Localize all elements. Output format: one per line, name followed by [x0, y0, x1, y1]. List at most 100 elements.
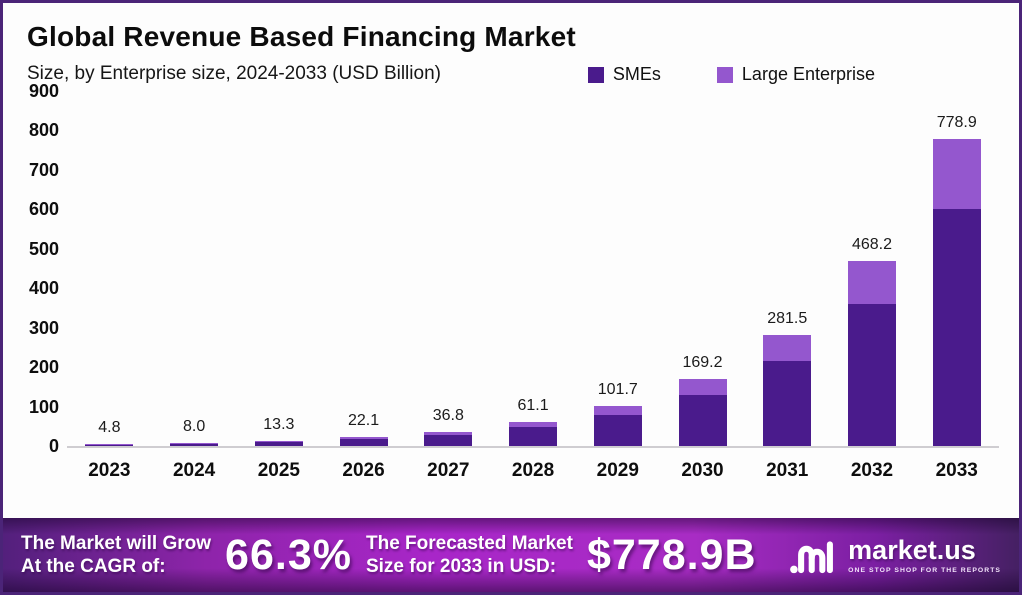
y-tick-0: 0 — [48, 436, 59, 456]
x-label-2031: 2031 — [766, 460, 809, 481]
logo-tagline: ONE STOP SHOP FOR THE REPORTS — [848, 566, 1001, 574]
plot-area: 4.8 8.0 13.3 22.1 36.8 61.1 101.7 169.2 281.5 468… — [67, 91, 999, 448]
stacked-bar-2033 — [932, 138, 981, 446]
y-tick-300: 300 — [28, 317, 59, 338]
cagr-label: The Market will Grow At the CAGR of: — [21, 532, 211, 578]
chart-subtitle: Size, by Enterprise size, 2024-2033 (USD… — [27, 63, 441, 84]
smes-segment — [170, 443, 219, 446]
x-label-2024: 2024 — [172, 460, 216, 481]
bar-total-label: 778.9 — [936, 113, 977, 131]
bar-group-2033: 778.9 — [914, 113, 999, 446]
bar-group-2028: 61.1 — [491, 396, 576, 446]
x-label-2028: 2028 — [511, 460, 555, 481]
stacked-bar-2024 — [170, 442, 219, 446]
x-label-2030: 2030 — [681, 460, 724, 481]
y-axis: 0 100 200 300 400 500 600 700 800 900 — [9, 82, 67, 455]
bar-group-2025: 13.3 — [236, 415, 321, 446]
stacked-bar-2023 — [85, 444, 134, 446]
chart-legend: SMEs Large Enterprise — [587, 64, 875, 85]
stacked-bar-2031 — [763, 334, 812, 446]
market-us-logo-icon — [790, 541, 834, 574]
bar-group-2029: 101.7 — [575, 380, 660, 446]
bar-total-label: 101.7 — [597, 380, 638, 398]
large-enterprise-segment — [254, 440, 303, 442]
large-enterprise-segment — [170, 442, 219, 444]
smes-segment — [847, 303, 896, 446]
bar-total-label: 468.2 — [851, 236, 892, 254]
chart-area: 0 100 200 300 400 500 600 700 800 900 4.8 8.0 13.3 2… — [3, 82, 1019, 455]
x-axis: 2023 2024 2025 2026 2027 2028 2029 2030 2031 2032… — [67, 460, 999, 482]
x-label-2027: 2027 — [427, 460, 470, 481]
cagr-value: 66.3% — [225, 530, 352, 579]
large-enterprise-segment — [509, 421, 558, 428]
x-label-2029: 2029 — [596, 460, 639, 481]
y-tick-600: 600 — [28, 199, 59, 220]
smes-segment — [254, 441, 303, 446]
bar-total-label: 13.3 — [263, 415, 295, 433]
y-tick-900: 900 — [28, 81, 59, 101]
y-tick-200: 200 — [28, 357, 59, 378]
stacked-bar-2029 — [593, 405, 642, 446]
bar-total-label: 8.0 — [182, 417, 206, 435]
large-enterprise-segment — [847, 261, 896, 304]
large-enterprise-segment — [424, 431, 473, 435]
stacked-bar-2030 — [678, 379, 727, 446]
legend-item-smes: SMEs — [587, 64, 661, 85]
stacked-bar-2026 — [339, 437, 388, 446]
bar-total-label: 169.2 — [682, 354, 723, 372]
large-enterprise-segment — [678, 379, 727, 395]
smes-swatch-icon — [587, 66, 604, 83]
logo-text-block: market.us ONE STOP SHOP FOR THE REPORTS — [848, 536, 1001, 574]
x-label-2032: 2032 — [850, 460, 894, 481]
smes-segment — [763, 360, 812, 446]
smes-segment — [593, 415, 642, 446]
subtitle-row: Size, by Enterprise size, 2024-2033 (USD… — [27, 63, 997, 85]
y-tick-100: 100 — [28, 396, 59, 417]
stacked-bar-2025 — [254, 440, 303, 446]
x-label-2023: 2023 — [88, 460, 131, 481]
smes-segment — [509, 427, 558, 446]
bar-group-2030: 169.2 — [660, 355, 745, 446]
forecast-label: The Forecasted Market Size for 2033 in U… — [366, 532, 573, 578]
forecast-label-line2: Size for 2033 in USD: — [365, 556, 557, 577]
x-label-2025: 2025 — [257, 460, 300, 481]
large-enterprise-segment — [932, 138, 981, 210]
market-us-logo: market.us ONE STOP SHOP FOR THE REPORTS — [789, 534, 1001, 576]
large-enterprise-swatch-icon — [716, 66, 733, 83]
smes-segment — [339, 439, 388, 446]
stacked-bar-2032 — [847, 261, 896, 446]
x-label-2026: 2026 — [342, 460, 385, 481]
bar-group-2027: 36.8 — [406, 406, 491, 446]
legend-label-large-enterprise: Large Enterprise — [741, 64, 875, 84]
y-tick-800: 800 — [28, 120, 59, 141]
footer-banner: The Market will Grow At the CAGR of: 66.… — [3, 518, 1019, 592]
bar-total-label: 4.8 — [98, 419, 121, 437]
bar-total-label: 281.5 — [767, 309, 808, 327]
cagr-label-line1: The Market will Grow — [21, 532, 212, 554]
forecast-label-line1: The Forecasted Market — [365, 532, 573, 554]
stacked-bar-2027 — [424, 431, 473, 446]
smes-segment — [424, 434, 473, 446]
bar-group-2026: 22.1 — [321, 413, 406, 446]
bar-total-label: 22.1 — [348, 412, 380, 430]
legend-label-smes: SMEs — [612, 64, 661, 84]
y-tick-400: 400 — [28, 278, 59, 299]
stacked-bar-2028 — [509, 421, 558, 446]
bar-group-2024: 8.0 — [152, 417, 237, 446]
large-enterprise-segment — [593, 405, 642, 416]
large-enterprise-segment — [763, 334, 812, 361]
smes-segment — [678, 394, 727, 446]
bar-total-label: 36.8 — [432, 406, 464, 424]
bar-group-2023: 4.8 — [67, 420, 152, 446]
smes-segment — [932, 209, 981, 446]
page-title: Global Revenue Based Financing Market — [27, 21, 576, 52]
smes-segment — [85, 444, 134, 446]
y-tick-700: 700 — [28, 159, 59, 180]
chart-header: Global Revenue Based Financing Market Si… — [3, 3, 1019, 85]
cagr-label-line2: At the CAGR of: — [21, 556, 166, 577]
bar-total-label: 61.1 — [517, 396, 549, 414]
large-enterprise-segment — [339, 437, 388, 440]
forecast-value: $778.9B — [586, 530, 757, 579]
bar-group-2032: 468.2 — [830, 237, 915, 446]
